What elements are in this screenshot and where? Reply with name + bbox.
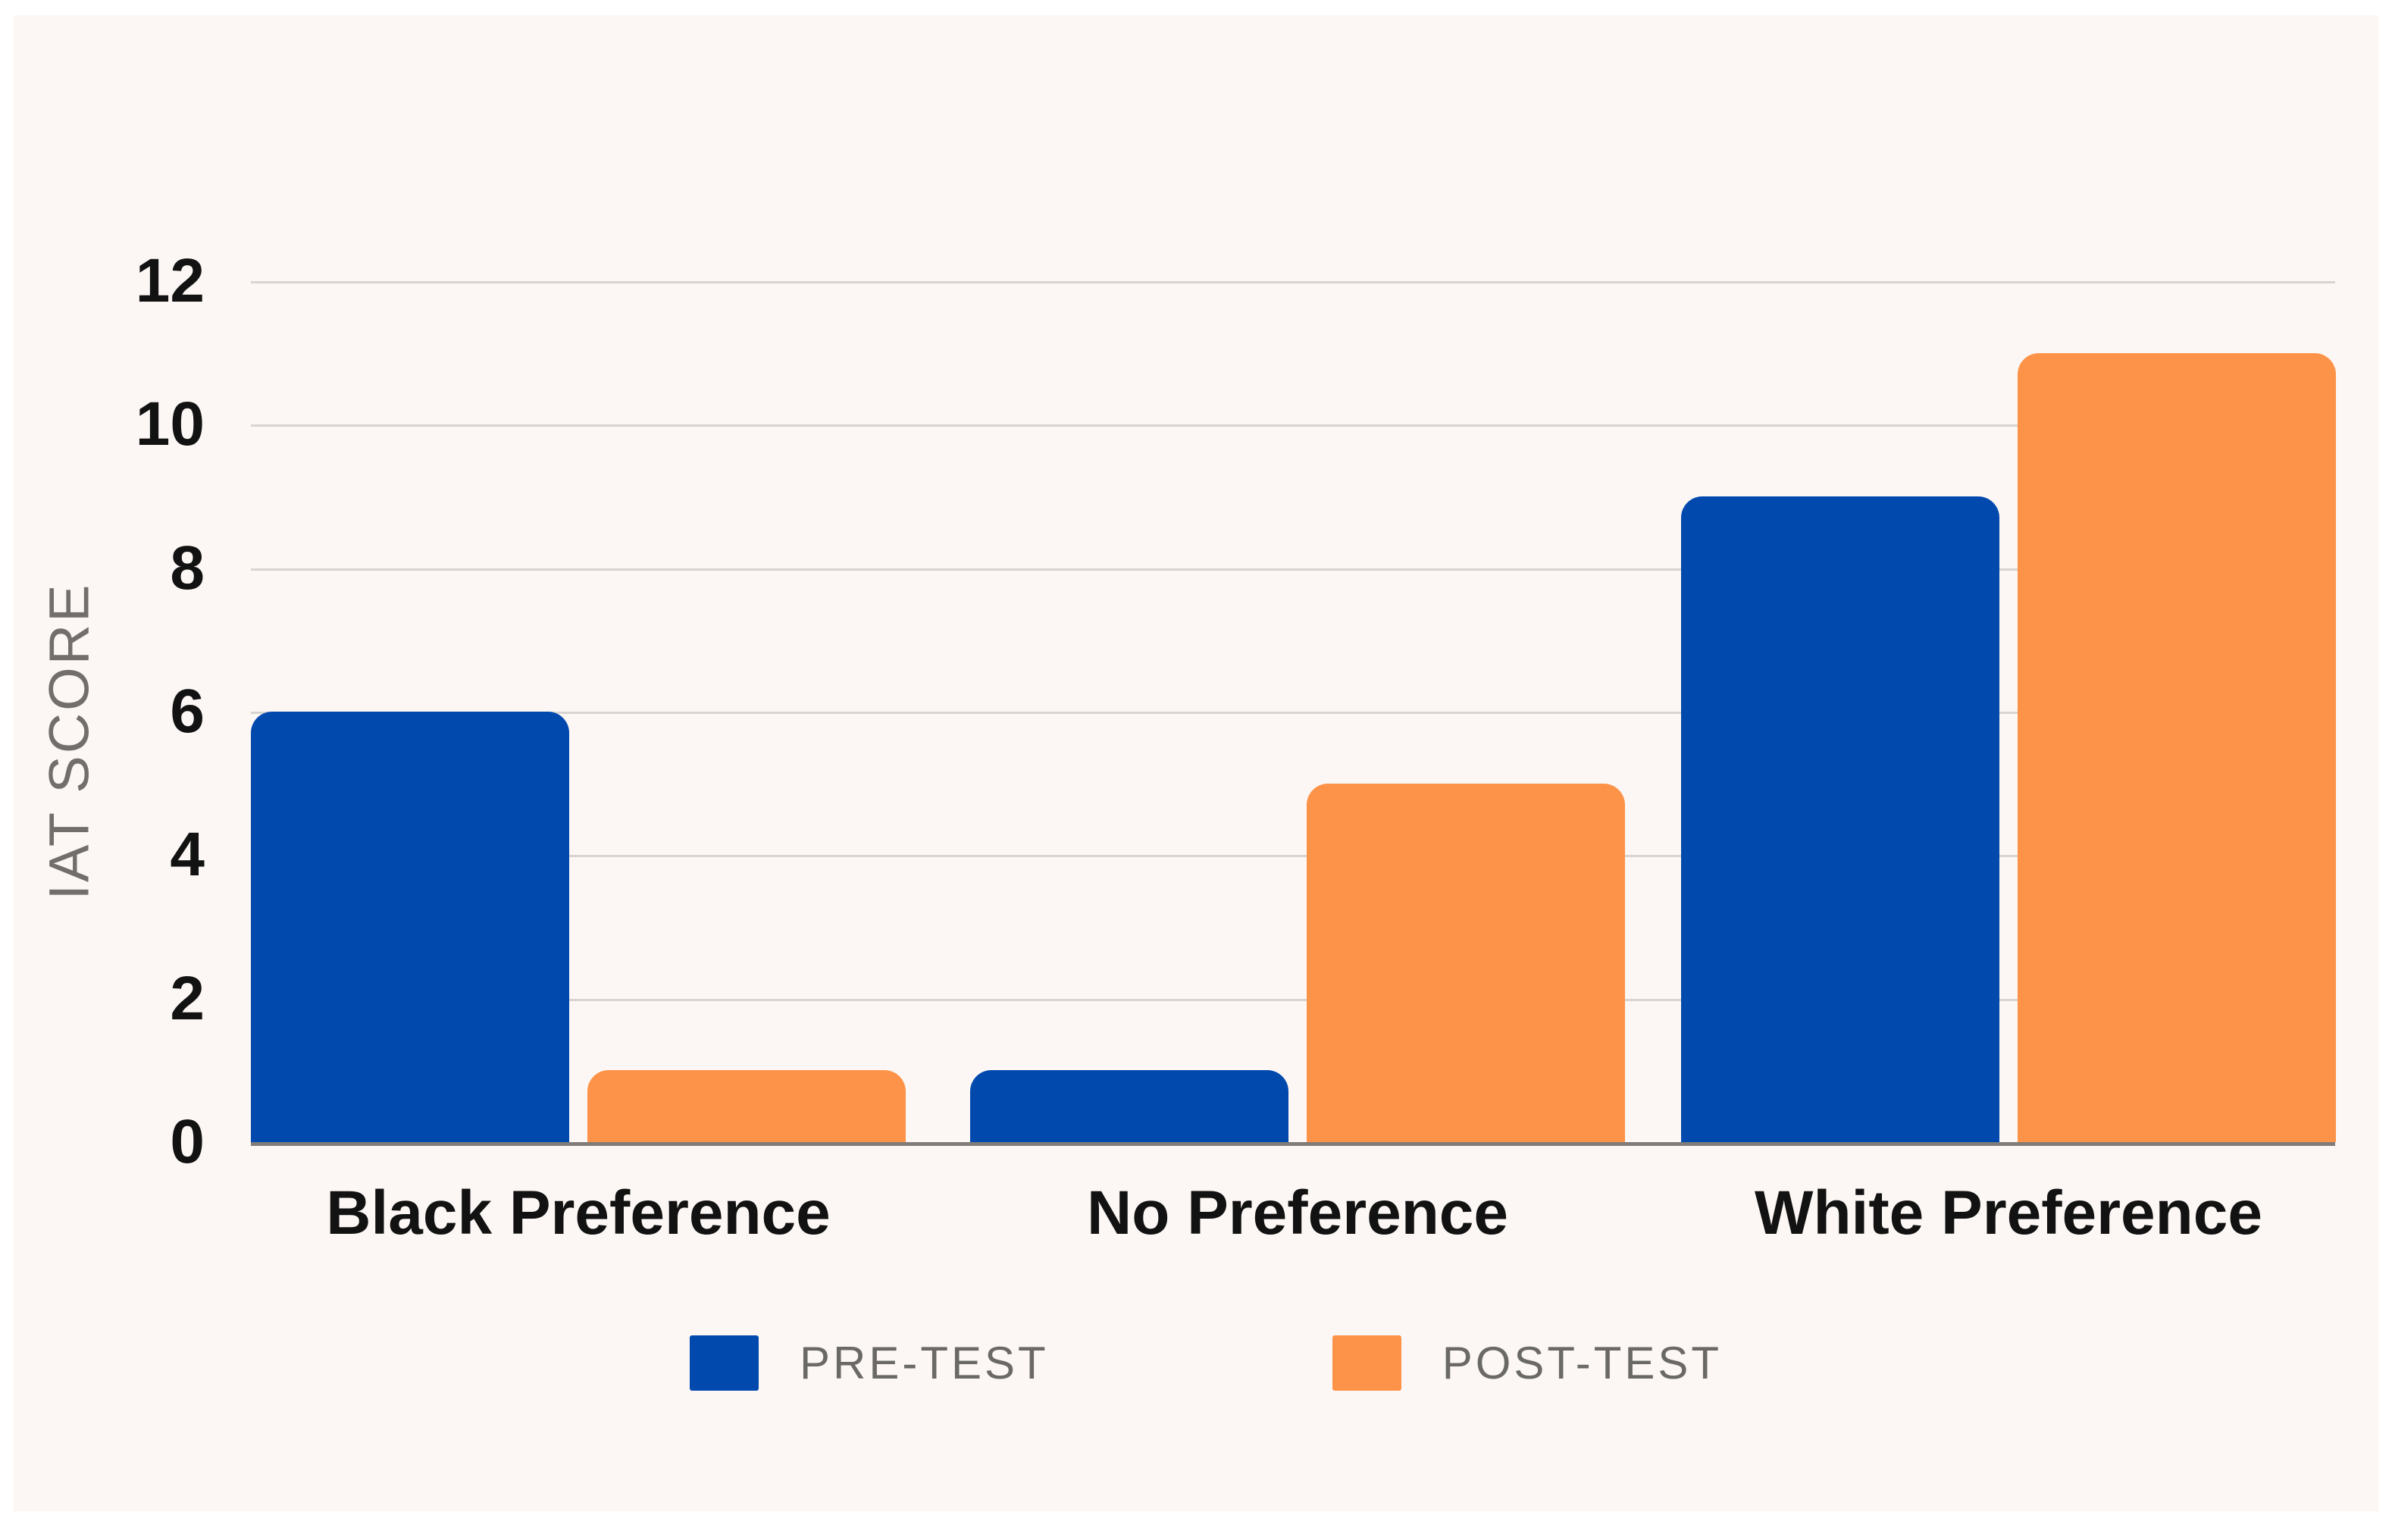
gridline-y-2 xyxy=(251,998,2335,1001)
chart-card: IAT SCORE 0 2 4 6 8 10 12 Black Preference No P… xyxy=(14,15,2378,1511)
gridline-y-12 xyxy=(251,281,2335,283)
x-axis-category-labels: Black Preference No Preference White Prefe… xyxy=(251,1178,2335,1270)
bar-pre-test-no-preference xyxy=(970,1070,1288,1142)
legend: PRE-TEST POST-TEST xyxy=(690,1335,1722,1391)
bar-post-test-black-preference xyxy=(587,1070,906,1142)
category-label-no-preference: No Preference xyxy=(1086,1178,1509,1247)
y-tick-label-0: 0 xyxy=(170,1107,205,1176)
category-label-black-preference: Black Preference xyxy=(326,1178,831,1247)
bar-post-test-no-preference xyxy=(1307,783,1625,1142)
legend-swatch-pre-test xyxy=(690,1335,759,1391)
bar-post-test-white-preference xyxy=(2018,352,2336,1142)
y-tick-label-2: 2 xyxy=(170,963,205,1033)
gridline-y-6 xyxy=(251,712,2335,714)
category-label-white-preference: White Preference xyxy=(1755,1178,2262,1247)
legend-swatch-post-test xyxy=(1332,1335,1401,1391)
legend-item-post-test: POST-TEST xyxy=(1332,1335,1722,1391)
y-axis-tick-labels: 0 2 4 6 8 10 12 xyxy=(14,250,205,1173)
x-axis-line xyxy=(251,1142,2335,1146)
gridline-y-10 xyxy=(251,424,2335,427)
legend-item-pre-test: PRE-TEST xyxy=(690,1335,1049,1391)
gridline-y-8 xyxy=(251,568,2335,571)
y-tick-label-12: 12 xyxy=(135,246,205,315)
legend-label-post-test: POST-TEST xyxy=(1442,1338,1723,1388)
y-tick-label-4: 4 xyxy=(170,820,205,890)
y-tick-label-10: 10 xyxy=(135,390,205,459)
bar-pre-test-white-preference xyxy=(1681,496,1999,1142)
y-tick-label-6: 6 xyxy=(170,677,205,746)
legend-label-pre-test: PRE-TEST xyxy=(800,1338,1049,1388)
bar-pre-test-black-preference xyxy=(251,712,569,1142)
gridline-y-4 xyxy=(251,855,2335,858)
plot-area xyxy=(251,281,2336,1146)
y-tick-label-8: 8 xyxy=(170,533,205,603)
